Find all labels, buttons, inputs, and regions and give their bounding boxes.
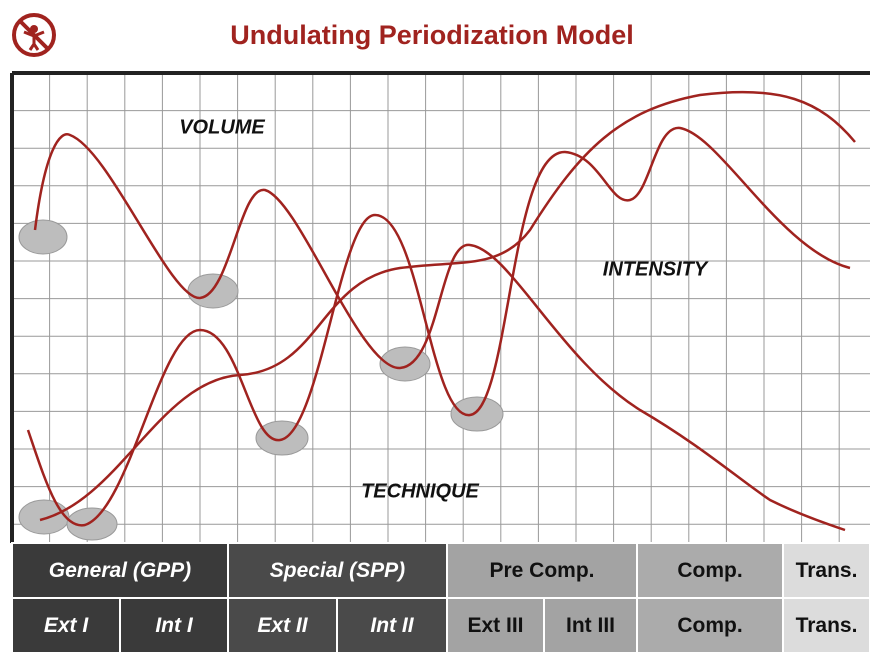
phase-label: Comp. [677, 614, 742, 637]
label-volume: VOLUME [179, 116, 265, 138]
phase-label: Ext III [467, 614, 523, 637]
phase-label: Trans. [796, 614, 858, 637]
label-intensity: INTENSITY [603, 258, 709, 280]
phase-label: Pre Comp. [489, 559, 594, 582]
phase-cell [446, 542, 638, 599]
frame [10, 71, 870, 543]
curves [26, 90, 856, 532]
phase-cell [543, 597, 638, 654]
phase-cell [336, 597, 448, 654]
phase-label: Int I [155, 614, 193, 637]
phase-cell [227, 542, 448, 599]
label-technique: TECHNIQUE [361, 480, 479, 502]
phase-cell [636, 542, 784, 599]
phase-cell [782, 597, 870, 654]
phase-label: Trans. [796, 559, 858, 582]
phase-label: Ext II [257, 614, 308, 637]
logo [12, 13, 56, 57]
phase-label: Int II [370, 614, 414, 637]
phase-cell [119, 597, 229, 654]
grid [11, 72, 870, 543]
phase-label: Int III [566, 614, 615, 637]
title: Undulating Periodization Model [230, 20, 633, 50]
phase-cell [11, 542, 229, 599]
phase-label: Comp. [677, 559, 742, 582]
phase-table: General (GPP) Special (SPP) Pre Comp. Comp.… [11, 542, 870, 654]
phase-cell [782, 542, 870, 599]
phase-label: Special (SPP) [270, 559, 405, 582]
phase-label: Ext I [44, 614, 90, 637]
phase-label: General (GPP) [49, 559, 191, 582]
